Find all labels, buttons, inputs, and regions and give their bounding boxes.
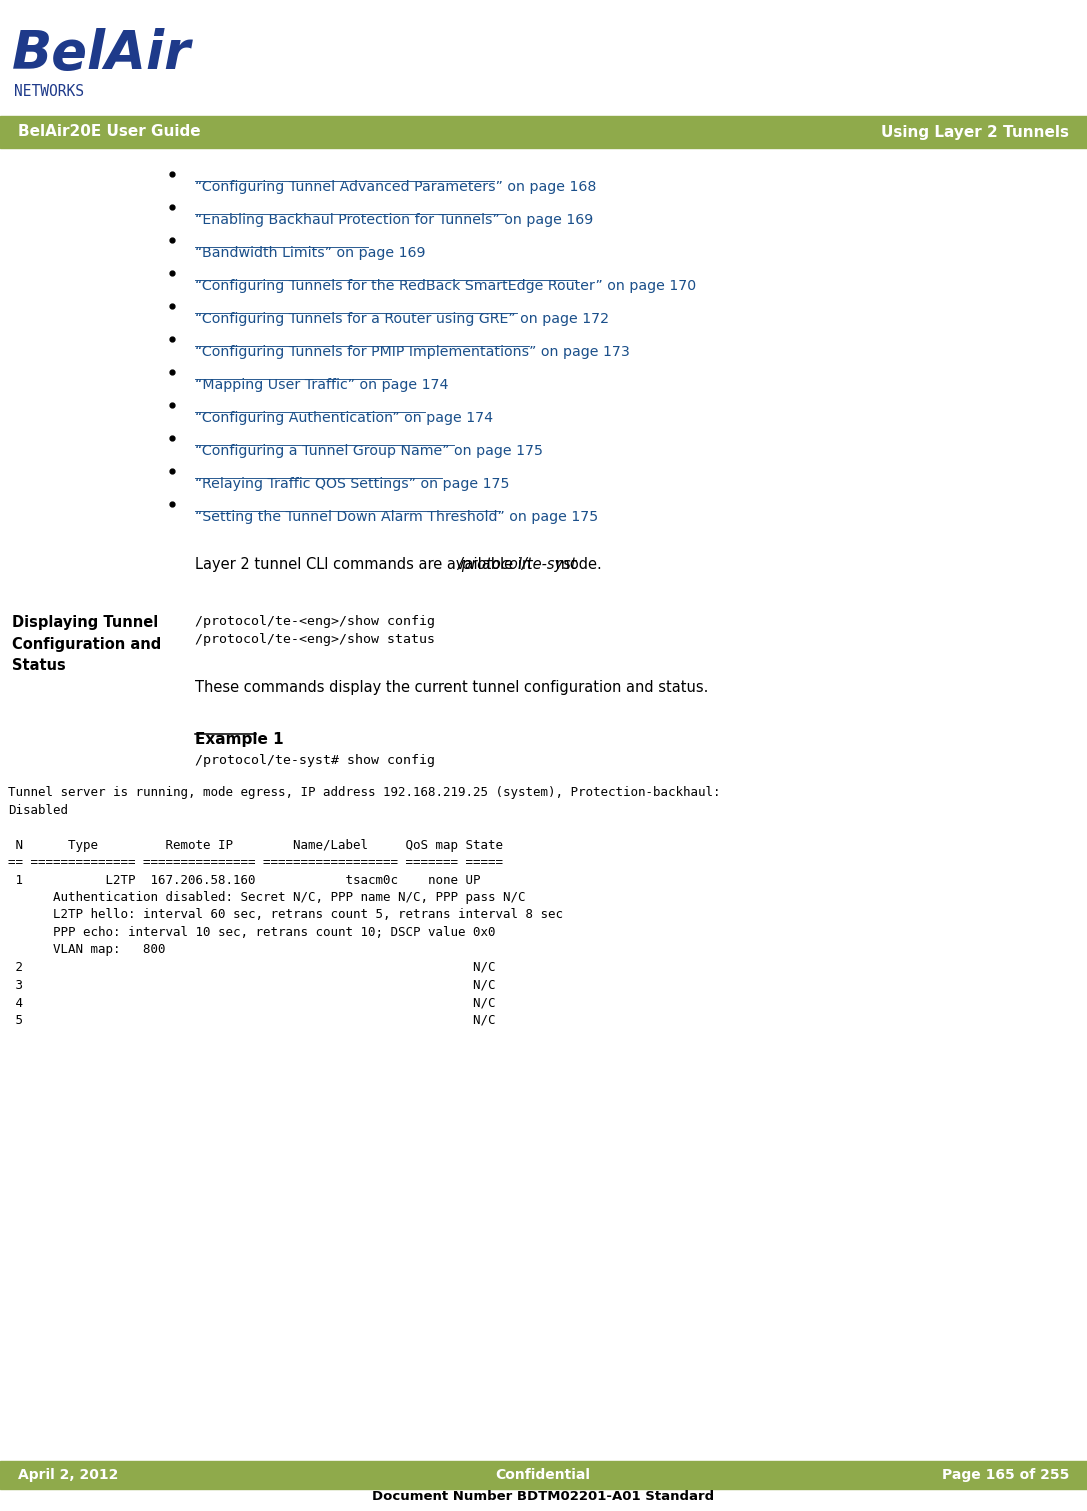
Text: “Configuring Authentication” on page 174: “Configuring Authentication” on page 174 xyxy=(195,411,493,425)
Text: These commands display the current tunnel configuration and status.: These commands display the current tunne… xyxy=(195,680,709,695)
Text: /protocol/te-syst: /protocol/te-syst xyxy=(457,558,576,573)
Text: “Configuring Tunnels for the RedBack SmartEdge Router” on page 170: “Configuring Tunnels for the RedBack Sma… xyxy=(195,280,696,293)
Text: “Bandwidth Limits” on page 169: “Bandwidth Limits” on page 169 xyxy=(195,246,425,260)
Text: /protocol/te-<eng>/show config
/protocol/te-<eng>/show status: /protocol/te-<eng>/show config /protocol… xyxy=(195,615,435,647)
Text: BelAir20E User Guide: BelAir20E User Guide xyxy=(18,124,201,139)
Text: “Setting the Tunnel Down Alarm Threshold” on page 175: “Setting the Tunnel Down Alarm Threshold… xyxy=(195,511,598,524)
Text: BelAir: BelAir xyxy=(12,29,191,80)
Text: “Relaying Traffic QOS Settings” on page 175: “Relaying Traffic QOS Settings” on page … xyxy=(195,477,510,491)
Text: “Configuring a Tunnel Group Name” on page 175: “Configuring a Tunnel Group Name” on pag… xyxy=(195,444,544,458)
Text: Layer 2 tunnel CLI commands are available in: Layer 2 tunnel CLI commands are availabl… xyxy=(195,558,536,573)
Text: Page 165 of 255: Page 165 of 255 xyxy=(941,1469,1069,1482)
Bar xyxy=(0,116,1087,148)
Bar xyxy=(0,1461,1087,1488)
Text: /protocol/te-syst# show config: /protocol/te-syst# show config xyxy=(195,754,435,768)
Text: Example 1: Example 1 xyxy=(195,731,284,746)
Text: “Enabling Backhaul Protection for Tunnels” on page 169: “Enabling Backhaul Protection for Tunnel… xyxy=(195,213,594,227)
Text: “Configuring Tunnel Advanced Parameters” on page 168: “Configuring Tunnel Advanced Parameters”… xyxy=(195,180,597,193)
Text: mode.: mode. xyxy=(551,558,602,573)
Text: Confidential: Confidential xyxy=(496,1469,590,1482)
Text: Tunnel server is running, mode egress, IP address 192.168.219.25 (system), Prote: Tunnel server is running, mode egress, I… xyxy=(8,786,721,1026)
Text: Using Layer 2 Tunnels: Using Layer 2 Tunnels xyxy=(880,124,1069,139)
Text: “Mapping User Traffic” on page 174: “Mapping User Traffic” on page 174 xyxy=(195,378,449,391)
Text: Document Number BDTM02201-A01 Standard: Document Number BDTM02201-A01 Standard xyxy=(372,1490,714,1503)
Text: April 2, 2012: April 2, 2012 xyxy=(18,1469,118,1482)
Text: “Configuring Tunnels for PMIP Implementations” on page 173: “Configuring Tunnels for PMIP Implementa… xyxy=(195,345,629,360)
Text: NETWORKS: NETWORKS xyxy=(14,85,84,100)
Text: “Configuring Tunnels for a Router using GRE” on page 172: “Configuring Tunnels for a Router using … xyxy=(195,311,609,326)
Text: Displaying Tunnel
Configuration and
Status: Displaying Tunnel Configuration and Stat… xyxy=(12,615,161,674)
